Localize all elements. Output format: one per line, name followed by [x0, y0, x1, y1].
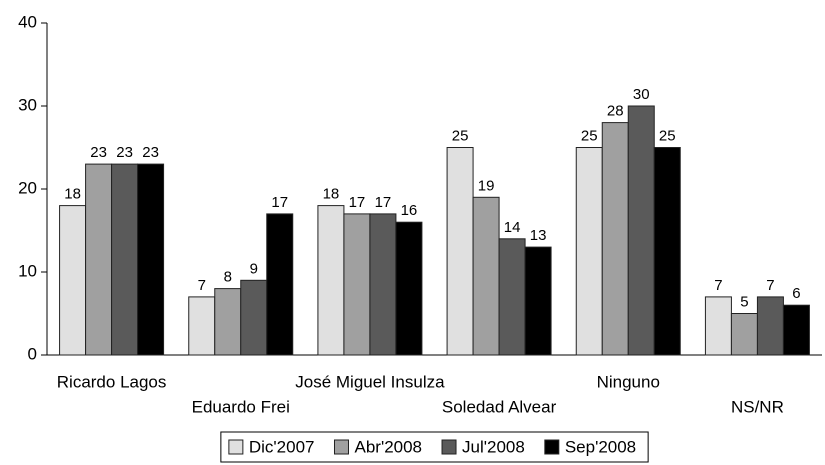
bar [782, 304, 810, 356]
value-label: 25 [581, 127, 598, 144]
legend-box [220, 431, 649, 463]
value-label: 17 [271, 194, 288, 211]
bar [756, 296, 784, 356]
y-tick-label: 20 [18, 178, 37, 197]
value-label: 25 [659, 127, 676, 144]
legend-label: Jul'2008 [462, 437, 525, 456]
legend-swatch [333, 439, 349, 455]
legend-swatch [441, 439, 457, 455]
x-tick-label: Ricardo Lagos [57, 372, 167, 391]
bar [498, 238, 526, 356]
y-tick-label: 0 [28, 344, 37, 363]
bar [266, 213, 294, 356]
bar [188, 296, 216, 356]
value-label: 14 [504, 219, 521, 236]
legend-label: Dic'2007 [249, 437, 315, 456]
value-label: 18 [323, 186, 340, 203]
legend: Dic'2007 Abr'2008 Jul'2008 Sep'2008 [220, 431, 649, 463]
bar [704, 296, 732, 356]
value-label: 30 [633, 86, 650, 103]
bar [730, 313, 758, 356]
y-tick-label: 30 [18, 95, 37, 114]
bar [524, 246, 552, 356]
value-label: 23 [116, 144, 133, 161]
value-label: 17 [375, 194, 392, 211]
value-label: 25 [452, 127, 469, 144]
bar [601, 122, 629, 356]
bar [85, 163, 113, 356]
x-tick-label: José Miguel Insulza [295, 372, 445, 391]
value-label: 5 [740, 293, 748, 310]
bar [240, 279, 268, 356]
value-label: 6 [792, 285, 800, 302]
value-label: 23 [90, 144, 107, 161]
bar [395, 221, 423, 356]
bar [59, 205, 87, 356]
value-label: 16 [401, 202, 418, 219]
legend-swatch [228, 439, 244, 455]
y-tick-label: 10 [18, 261, 37, 280]
value-label: 23 [142, 144, 159, 161]
value-label: 28 [607, 103, 624, 120]
x-tick-label: NS/NR [731, 397, 784, 416]
value-label: 13 [530, 227, 547, 244]
bar [653, 147, 681, 356]
value-label: 7 [766, 277, 774, 294]
legend-label: Sep'2008 [565, 437, 636, 456]
bar [472, 196, 500, 356]
bar [446, 147, 474, 356]
bar [575, 147, 603, 356]
bar [111, 163, 139, 356]
x-tick-label: Soledad Alvear [442, 397, 557, 416]
bar [317, 205, 345, 356]
value-label: 7 [198, 277, 206, 294]
y-tick-label: 40 [18, 12, 37, 31]
value-label: 9 [250, 260, 258, 277]
bar [214, 288, 242, 356]
bar [369, 213, 397, 356]
value-label: 17 [349, 194, 366, 211]
legend-label: Abr'2008 [354, 437, 422, 456]
value-label: 8 [224, 269, 232, 286]
bar [343, 213, 371, 356]
value-label: 19 [478, 177, 495, 194]
bar [627, 105, 655, 356]
value-label: 7 [714, 277, 722, 294]
legend-swatch [544, 439, 560, 455]
x-tick-label: Eduardo Frei [192, 397, 290, 416]
value-label: 18 [64, 186, 81, 203]
x-tick-label: Ninguno [597, 372, 660, 391]
bar [137, 163, 165, 356]
